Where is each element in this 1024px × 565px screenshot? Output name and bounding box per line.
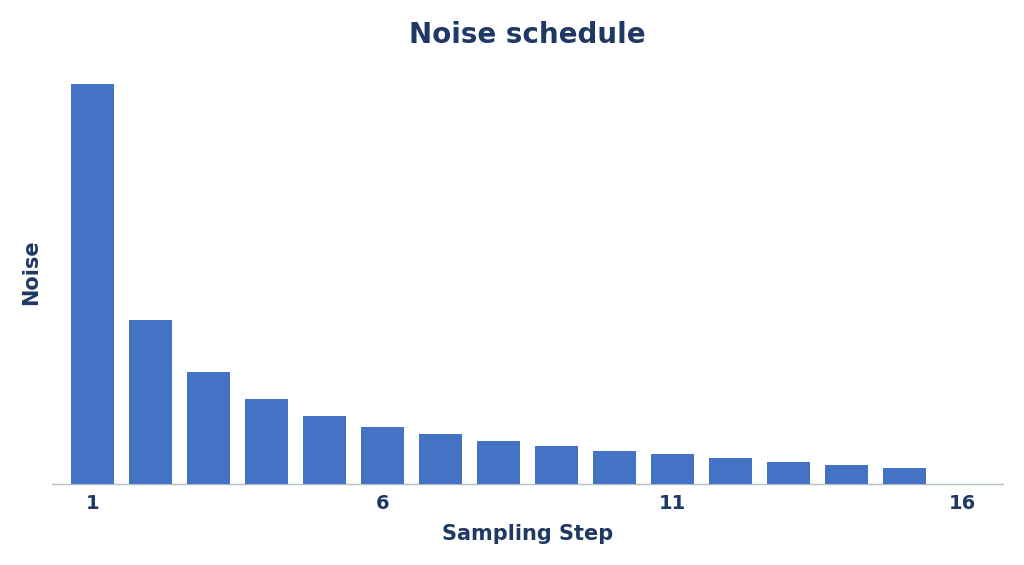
Bar (245, 399, 289, 484)
Bar (651, 454, 694, 484)
X-axis label: Sampling Step: Sampling Step (442, 524, 613, 544)
Bar (303, 416, 346, 484)
Bar (71, 84, 115, 484)
Bar (709, 458, 753, 484)
Bar (419, 434, 462, 484)
Y-axis label: Noise: Noise (20, 239, 41, 305)
Bar (186, 372, 230, 484)
Bar (824, 465, 868, 484)
Bar (477, 441, 520, 484)
Bar (767, 462, 810, 484)
Bar (129, 320, 172, 484)
Title: Noise schedule: Noise schedule (410, 21, 646, 49)
Bar (883, 468, 927, 484)
Bar (593, 451, 636, 484)
Bar (535, 446, 579, 484)
Bar (360, 427, 404, 484)
